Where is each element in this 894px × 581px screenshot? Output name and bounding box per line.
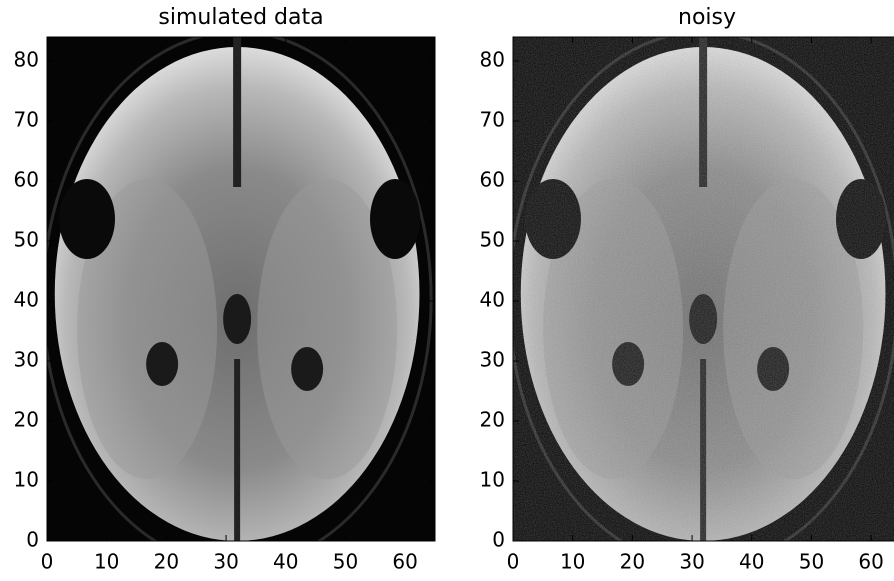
x-tick-label: 0 — [41, 550, 54, 574]
x-tick-label: 30 — [679, 550, 704, 574]
y-tick-label: 30 — [14, 348, 39, 372]
midline-low — [234, 359, 240, 541]
x-tick-label: 50 — [333, 550, 358, 574]
y-tick-label: 60 — [14, 168, 39, 192]
chart-title: simulated data — [158, 5, 323, 30]
y-tick-label: 50 — [480, 228, 505, 252]
y-tick-label: 80 — [480, 48, 505, 72]
y-tick-label: 0 — [26, 528, 39, 552]
x-tick-label: 60 — [858, 550, 883, 574]
x-tick-label: 20 — [154, 550, 179, 574]
x-tick-label: 0 — [507, 550, 520, 574]
x-tick-label: 30 — [213, 550, 238, 574]
y-tick-label: 10 — [14, 468, 39, 492]
midline — [233, 37, 241, 187]
noise — [513, 37, 894, 541]
y-tick-label: 70 — [480, 108, 505, 132]
notch-left — [59, 179, 115, 259]
chart-title: noisy — [678, 5, 736, 30]
y-tick-label: 40 — [480, 288, 505, 312]
ventricle-mid — [223, 294, 251, 344]
image-panel — [509, 32, 894, 566]
ventricle-left — [146, 342, 178, 386]
x-tick-label: 40 — [273, 550, 298, 574]
y-tick-label: 40 — [14, 288, 39, 312]
x-tick-label: 20 — [620, 550, 645, 574]
y-tick-label: 30 — [480, 348, 505, 372]
x-tick-label: 50 — [799, 550, 824, 574]
y-tick-label: 20 — [480, 408, 505, 432]
y-tick-label: 50 — [14, 228, 39, 252]
notch-right — [370, 179, 420, 259]
x-tick-label: 40 — [739, 550, 764, 574]
figure: simulated data 0 10 20 30 40 50 60 0 10 20 30 40 50 60… — [0, 0, 894, 581]
image-panel — [43, 32, 435, 566]
x-tick-label: 10 — [560, 550, 585, 574]
y-tick-label: 10 — [480, 468, 505, 492]
x-tick-label: 60 — [392, 550, 417, 574]
y-tick-label: 80 — [14, 48, 39, 72]
x-tick-label: 10 — [94, 550, 119, 574]
y-tick-label: 70 — [14, 108, 39, 132]
y-tick-label: 0 — [492, 528, 505, 552]
y-tick-label: 60 — [480, 168, 505, 192]
y-tick-label: 20 — [14, 408, 39, 432]
ventricle-right — [291, 347, 323, 391]
